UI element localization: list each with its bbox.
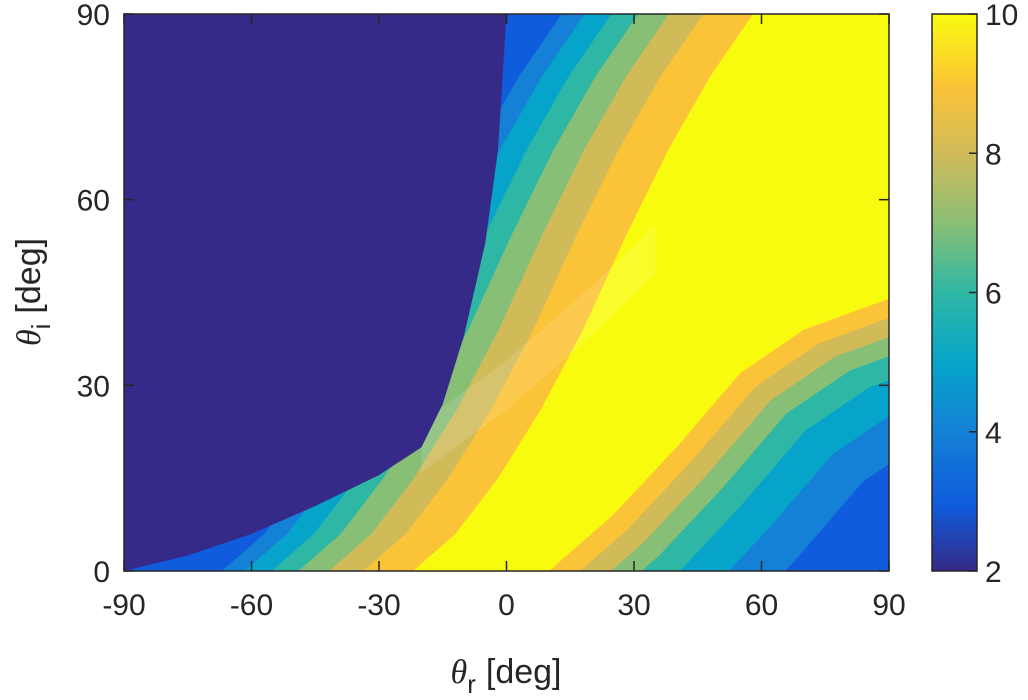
colorbar-tick-label: 10 <box>985 0 1018 32</box>
x-tick-label: 60 <box>745 589 778 622</box>
colorbar-ticks: 2 4 6 8 10 <box>969 0 1018 589</box>
contour-fill-low <box>124 14 507 571</box>
x-tick-label: 90 <box>872 589 905 622</box>
x-tick-label: -60 <box>230 589 273 622</box>
x-axis-label-unit: [deg] <box>486 653 562 691</box>
y-axis-label-symbol: θ <box>11 329 48 346</box>
y-tick-label: 60 <box>77 185 110 218</box>
y-tick-label: 90 <box>77 0 110 32</box>
x-axis-label-symbol: θ <box>451 654 468 691</box>
contour-cross-band <box>421 224 656 472</box>
x-tick-label: 0 <box>498 589 515 622</box>
x-axis-ticks: -90 -60 -30 0 30 60 90 <box>102 14 906 622</box>
x-axis-label: θr [deg] <box>451 653 562 699</box>
x-tick-label: -30 <box>357 589 400 622</box>
x-tick-label: 30 <box>617 589 650 622</box>
colorbar-tick-label: 2 <box>985 556 1002 589</box>
x-axis-label-subscript: r <box>467 669 476 699</box>
y-axis-label: θi [deg] <box>10 238 56 346</box>
colorbar-tick-label: 4 <box>985 417 1002 450</box>
y-tick-label: 0 <box>93 556 110 589</box>
y-tick-label: 30 <box>77 370 110 403</box>
contour-band-right-7 <box>784 464 889 571</box>
y-axis-label-unit: [deg] <box>10 238 48 314</box>
y-axis-label-subscript: i <box>26 324 56 330</box>
plot-area <box>124 14 889 571</box>
y-axis-ticks: 0 30 60 90 <box>77 0 889 589</box>
colorbar-tick-label: 8 <box>985 138 1002 171</box>
x-tick-label: -90 <box>102 589 145 622</box>
colorbar-tick-label: 6 <box>985 278 1002 311</box>
